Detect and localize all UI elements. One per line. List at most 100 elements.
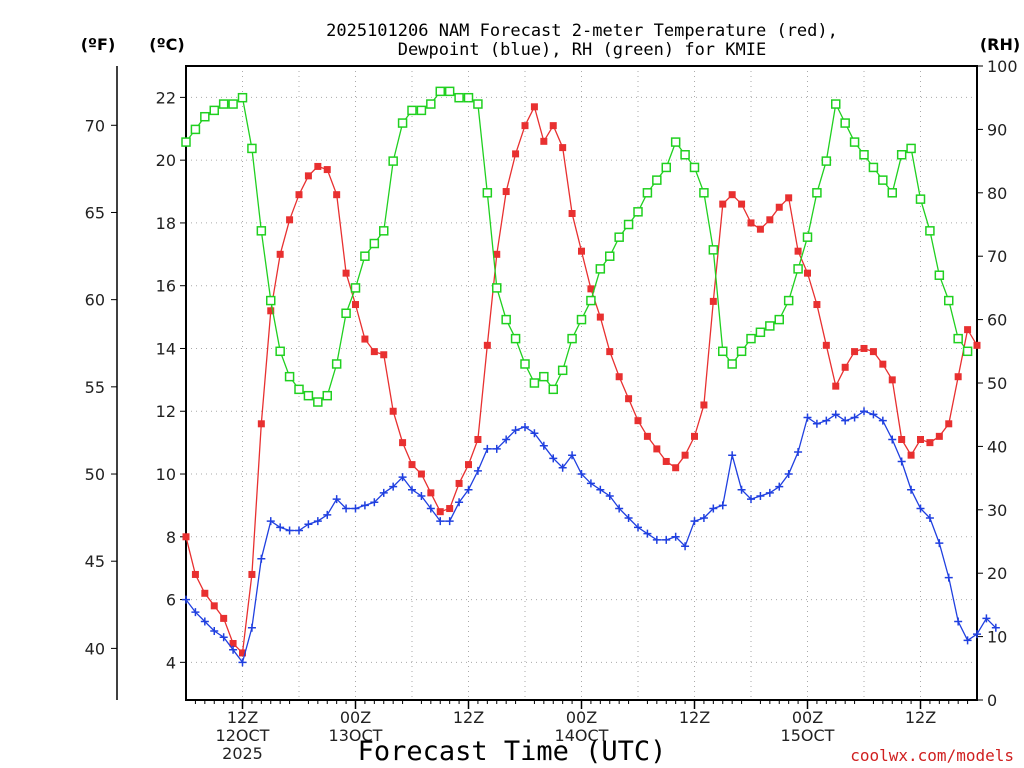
- data-point: [286, 216, 294, 224]
- data-point: [747, 495, 755, 504]
- data-point: [662, 457, 670, 465]
- data-point: [605, 491, 614, 500]
- celsius-tick-label: 6: [166, 591, 176, 610]
- data-point: [182, 533, 190, 541]
- data-point: [897, 457, 906, 466]
- fahrenheit-unit-label: (ºF): [81, 35, 116, 54]
- data-point: [708, 245, 719, 255]
- data-point: [578, 247, 585, 255]
- data-point: [210, 626, 219, 635]
- data-point: [238, 658, 247, 667]
- credit-text: coolwx.com/models: [850, 746, 1014, 765]
- data-point: [785, 194, 793, 202]
- data-point: [559, 144, 567, 152]
- data-point: [530, 103, 538, 111]
- data-point: [709, 297, 717, 305]
- data-point: [860, 407, 868, 416]
- data-point: [303, 390, 314, 401]
- rh-tick-label: 80: [987, 184, 1007, 203]
- x-axis-title: Forecast Time (UTC): [358, 736, 667, 767]
- data-point: [605, 251, 615, 261]
- data-point: [294, 384, 304, 395]
- data-point: [850, 413, 859, 422]
- data-point: [670, 137, 681, 147]
- axes: 40 45 50 55 60 65 70 4 6 8 10 12 14 16 18 20 22 0 10 20 30 40…: [85, 57, 1018, 710]
- celsius-tick-label: 14: [156, 339, 176, 358]
- data-point: [408, 485, 416, 494]
- data-point: [681, 451, 689, 459]
- data-point: [200, 111, 210, 122]
- data-point: [917, 435, 924, 443]
- data-point: [417, 470, 425, 478]
- data-point: [737, 485, 746, 494]
- data-point: [229, 645, 238, 654]
- data-point: [397, 118, 408, 128]
- data-point: [719, 200, 727, 208]
- data-point: [276, 250, 284, 258]
- x-tick-label: 12Z: [905, 708, 936, 727]
- data-point: [652, 535, 661, 544]
- data-point: [964, 326, 972, 334]
- data-point: [783, 295, 794, 306]
- data-point: [389, 482, 398, 491]
- data-point: [595, 264, 606, 274]
- data-point: [907, 451, 915, 459]
- data-point: [492, 283, 502, 293]
- data-point: [727, 359, 737, 369]
- data-point: [935, 539, 944, 548]
- data-point: [181, 137, 191, 147]
- data-point: [370, 348, 378, 356]
- data-point: [896, 150, 907, 160]
- data-point: [426, 99, 436, 109]
- data-point: [642, 188, 653, 198]
- data-point: [342, 504, 351, 513]
- data-point: [407, 105, 417, 116]
- data-point: [483, 444, 492, 453]
- data-point: [304, 172, 312, 180]
- data-point: [247, 623, 256, 632]
- fahrenheit-tick-label: 65: [85, 203, 105, 222]
- data-point: [680, 150, 690, 160]
- celsius-tick-label: 10: [156, 465, 176, 484]
- data-point: [765, 321, 775, 331]
- data-point: [615, 504, 624, 513]
- data-point: [614, 232, 624, 242]
- data-point: [804, 269, 811, 277]
- data-point: [991, 623, 1000, 632]
- data-point: [427, 489, 435, 497]
- data-point: [793, 264, 803, 274]
- data-point: [209, 105, 219, 116]
- data-point: [812, 419, 821, 428]
- data-point: [276, 523, 285, 532]
- data-point: [775, 203, 783, 211]
- data-point: [398, 473, 407, 482]
- data-point: [954, 617, 963, 626]
- data-point: [549, 122, 557, 130]
- x-tick-label: 00Z: [566, 708, 597, 727]
- data-point: [548, 384, 558, 395]
- data-point: [586, 479, 595, 488]
- series-layer: [181, 86, 1000, 667]
- data-point: [756, 225, 764, 233]
- data-point: [369, 238, 380, 249]
- data-point: [821, 156, 832, 166]
- data-point: [633, 207, 643, 217]
- rh-tick-label: 30: [987, 501, 1007, 520]
- data-point: [190, 124, 201, 135]
- data-point: [822, 416, 831, 425]
- data-point: [304, 520, 313, 529]
- grid-lines: [186, 66, 977, 700]
- data-point: [520, 359, 530, 369]
- data-point: [463, 92, 474, 103]
- data-point: [699, 513, 708, 522]
- data-point: [191, 570, 199, 578]
- data-point: [314, 162, 322, 170]
- data-point: [926, 439, 934, 447]
- data-point: [916, 504, 925, 513]
- data-point: [878, 175, 888, 185]
- data-point: [191, 608, 200, 617]
- data-point: [341, 308, 351, 319]
- data-point: [219, 633, 228, 642]
- data-point: [247, 143, 257, 154]
